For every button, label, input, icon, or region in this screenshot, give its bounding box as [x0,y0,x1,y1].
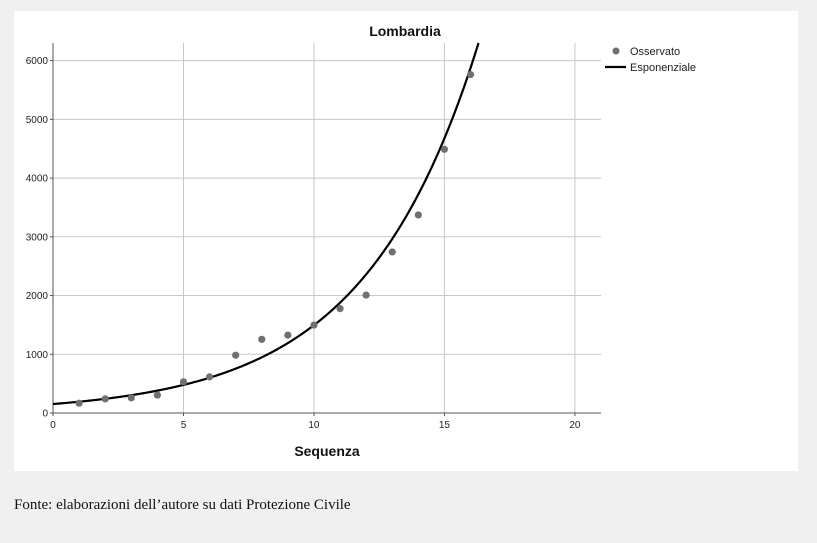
observed-point [127,394,135,402]
observed-point [258,335,266,343]
observed-point [362,291,370,299]
grid [53,43,601,413]
legend-observed-label: Osservato [630,46,680,58]
axes [50,43,601,416]
legend-observed-marker [612,47,620,55]
observed-point [414,211,422,219]
legend: Osservato Esponenziale [605,46,696,74]
x-tick-label: 0 [50,420,56,431]
observed-point [75,399,83,407]
chart-panel: Lombardia 0 1000 2000 3000 4000 5000 6000 0 5 10 1… [14,11,798,471]
scatter-chart: Lombardia 0 1000 2000 3000 4000 5000 6000 0 5 10 1… [26,23,696,459]
observed-point [440,145,449,153]
observed-point [284,331,292,339]
x-tick-label: 20 [569,420,581,431]
x-tick-label: 10 [308,420,320,431]
observed-point [205,373,214,381]
tick-labels: 0 1000 2000 3000 4000 5000 6000 0 5 10 15 20 [26,56,581,431]
observed-point [336,305,344,313]
exponential-fit-line [52,42,480,406]
observed-point [232,351,240,359]
y-tick-label: 6000 [26,56,49,67]
source-caption: Fonte: elaborazioni dell’autore su dati … [14,497,351,513]
observed-point [179,378,188,386]
x-axis-title: Sequenza [294,443,360,459]
y-tick-label: 4000 [26,174,49,185]
y-tick-label: 0 [42,409,48,420]
observed-point [310,321,318,329]
y-tick-label: 1000 [26,350,49,361]
y-tick-label: 5000 [26,115,49,126]
x-tick-label: 15 [439,420,451,431]
observed-point [466,70,475,79]
legend-fit-label: Esponenziale [630,62,696,74]
y-tick-label: 2000 [26,291,49,302]
fit-line-layer [52,42,480,406]
points-layer [75,70,475,407]
observed-point [388,248,396,256]
observed-point [153,391,161,399]
y-tick-label: 3000 [26,232,49,243]
chart-title: Lombardia [369,23,441,39]
observed-point [101,395,109,403]
x-tick-label: 5 [181,420,187,431]
